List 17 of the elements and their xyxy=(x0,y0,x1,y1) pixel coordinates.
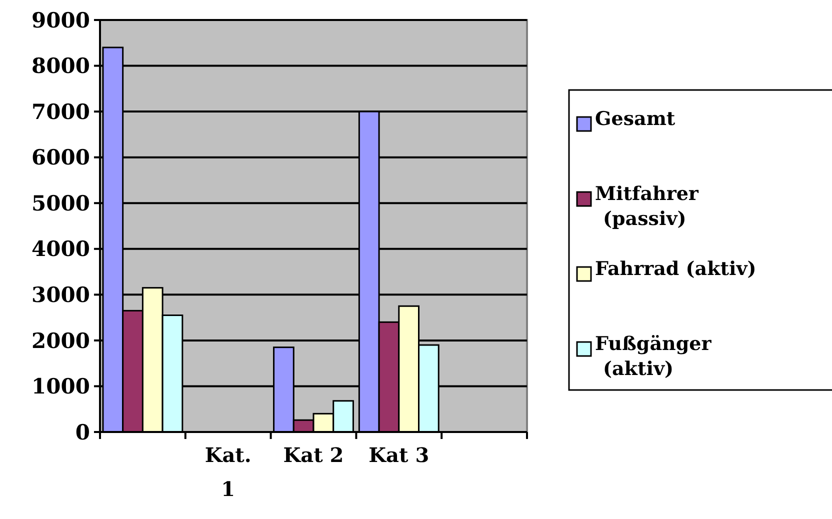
y-tick-label: 2000 xyxy=(32,328,90,353)
y-tick-label: 6000 xyxy=(32,144,90,170)
x-tick-label: Kat. 1 xyxy=(204,443,252,501)
legend-label: Gesamt xyxy=(595,108,676,130)
legend-label: Fahrrad (aktiv) xyxy=(595,258,756,280)
y-tick-label: 1000 xyxy=(32,374,90,399)
x-tick-label: Kat 3 xyxy=(368,443,430,467)
y-tick-label: 8000 xyxy=(32,53,90,78)
y-tick-label: 9000 xyxy=(32,7,90,32)
y-tick-label: 4000 xyxy=(32,236,90,262)
y-tick-label: 7000 xyxy=(32,98,90,124)
legend-label: Fußgänger (aktiv) xyxy=(595,333,712,380)
x-tick-label: Kat 2 xyxy=(283,443,344,467)
y-tick-label: 5000 xyxy=(32,190,90,216)
y-tick-label: 0 xyxy=(75,419,90,444)
y-tick-label: 3000 xyxy=(32,282,90,308)
legend-label: Mitfahrer (passiv) xyxy=(595,183,700,230)
